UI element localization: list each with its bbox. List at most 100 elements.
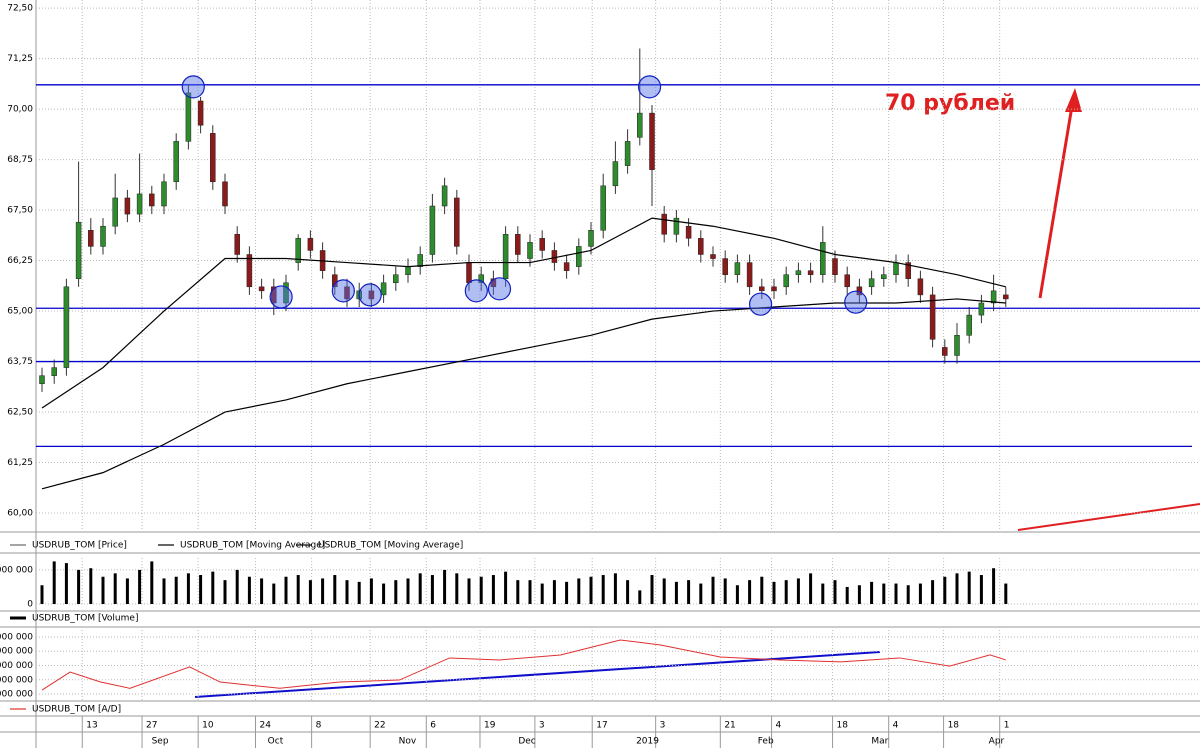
candle-body xyxy=(246,254,253,288)
candle-body xyxy=(820,242,826,275)
volume-bar xyxy=(394,580,398,604)
y-tick-label: 000 000 xyxy=(0,565,33,575)
candle-body xyxy=(942,347,948,356)
y-tick-label: 70,00 xyxy=(7,105,33,115)
volume-bar xyxy=(223,580,227,604)
candle-body xyxy=(527,242,533,259)
x-tick-label: 24 xyxy=(260,721,272,731)
volume-bar xyxy=(235,569,239,604)
volume-bar xyxy=(613,573,617,604)
volume-bar xyxy=(626,580,630,604)
volume-bar xyxy=(64,563,68,604)
x-tick-label: 3 xyxy=(539,721,545,731)
candle-body xyxy=(332,274,338,288)
month-label: Mar xyxy=(871,737,888,747)
legend-label: USDRUB_TOM [A/D] xyxy=(32,705,121,715)
x-tick-label: 27 xyxy=(146,721,157,731)
legend-label: USDRUB_TOM [Volume] xyxy=(32,614,138,624)
candle-body xyxy=(881,274,887,279)
candle-body xyxy=(978,302,985,316)
candle-body xyxy=(624,141,631,166)
arrow-head xyxy=(1065,88,1082,112)
y-tick-label: 67,50 xyxy=(7,206,33,216)
candle-body xyxy=(124,197,131,215)
volume-bar xyxy=(357,581,361,604)
volume-bar xyxy=(674,581,678,604)
y-tick-label: 000 000 xyxy=(0,675,33,685)
volume-bar xyxy=(430,575,434,604)
candle-body xyxy=(63,286,70,368)
volume-bar xyxy=(552,580,556,604)
volume-bar xyxy=(699,583,703,604)
highlight-circle xyxy=(181,75,205,99)
candle-body xyxy=(551,250,558,263)
y-tick-label: 66,25 xyxy=(7,256,33,266)
arrow-shaft xyxy=(1038,99,1075,299)
volume-bar xyxy=(455,573,459,604)
volume-bar xyxy=(577,578,581,604)
volume-bar xyxy=(845,586,849,604)
candle-body xyxy=(502,234,509,279)
volume-bar xyxy=(723,578,727,604)
candle-body xyxy=(88,230,94,247)
candle-body xyxy=(868,278,875,288)
highlight-circle xyxy=(331,279,355,303)
candle-body xyxy=(588,230,594,247)
candle-body xyxy=(454,197,460,247)
candle-body xyxy=(844,274,850,288)
candle-body xyxy=(759,286,765,292)
month-label: Oct xyxy=(268,737,284,747)
candle-body xyxy=(612,161,619,187)
volume-bar xyxy=(589,576,593,604)
legend-label: USDRUB_TOM [Moving Average] xyxy=(180,541,325,551)
candle-body xyxy=(112,197,118,227)
candle-body xyxy=(222,181,228,207)
volume-bar xyxy=(650,575,654,604)
x-tick-label: 21 xyxy=(724,721,735,731)
volume-bar xyxy=(662,578,666,604)
candle-body xyxy=(917,278,924,296)
candle-body xyxy=(539,238,545,251)
highlight-circle xyxy=(464,279,488,303)
candle-body xyxy=(515,234,521,255)
x-tick-label: 4 xyxy=(893,721,899,731)
candle-body xyxy=(832,258,838,275)
volume-bar xyxy=(857,585,861,604)
volume-bar xyxy=(821,583,825,604)
x-tick-label: 19 xyxy=(484,721,496,731)
volume-bar xyxy=(748,580,752,604)
candle-body xyxy=(466,262,472,284)
y-tick-label: 61,25 xyxy=(7,458,33,468)
candle-body xyxy=(39,375,45,385)
annotation: 70 рублей xyxy=(885,91,1015,116)
legend-label: USDRUB_TOM [Moving Average] xyxy=(318,541,463,551)
candle-body xyxy=(51,367,57,376)
candle-body xyxy=(661,213,667,235)
candle-body xyxy=(637,112,643,138)
candle-body xyxy=(149,193,155,207)
volume-bar xyxy=(247,576,251,604)
ad-line xyxy=(41,639,1006,691)
x-tick-label: 3 xyxy=(660,721,666,731)
volume-bar xyxy=(504,571,508,604)
month-label: Dec xyxy=(518,737,535,747)
volume-bar xyxy=(199,575,203,604)
candle-body xyxy=(393,274,399,284)
volume-bar xyxy=(406,578,410,604)
volume-bar xyxy=(796,578,800,604)
candle-body xyxy=(685,225,692,239)
candle-body xyxy=(380,282,387,296)
volume-bar xyxy=(40,585,44,604)
candle-body xyxy=(234,234,240,255)
volume-bar xyxy=(687,580,691,604)
y-tick-label: 60,00 xyxy=(7,509,33,519)
x-tick-label: 8 xyxy=(316,721,322,731)
volume-bar xyxy=(735,585,739,604)
volume-bar xyxy=(760,576,764,604)
volume-bar xyxy=(809,573,813,604)
x-tick-label: 22 xyxy=(374,721,385,731)
candle-body xyxy=(307,238,314,251)
volume-bar xyxy=(467,578,471,604)
month-label: Nov xyxy=(399,737,417,747)
volume-bar xyxy=(333,575,337,604)
